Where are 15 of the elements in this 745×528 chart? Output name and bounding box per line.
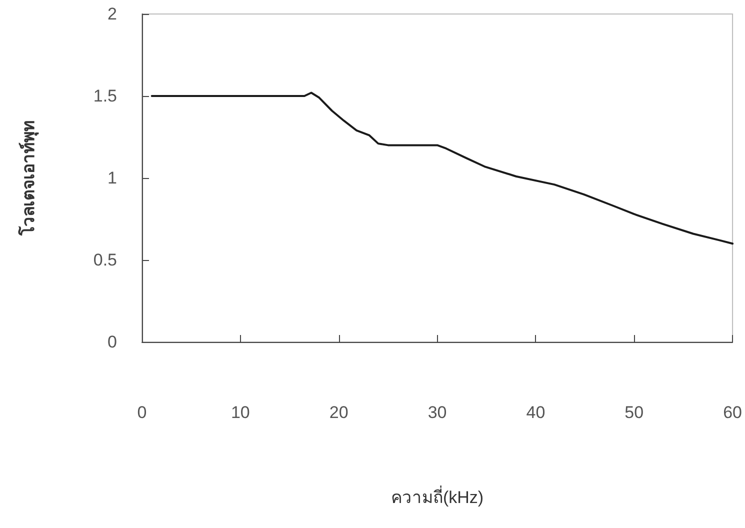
- y-tick-label: 2: [108, 4, 117, 24]
- x-tick-label: 20: [329, 403, 348, 422]
- y-tick-label: 1: [108, 168, 117, 188]
- x-axis-title: ความถี่(kHz): [390, 485, 484, 507]
- x-tick-label: 60: [723, 403, 742, 422]
- x-tick-label: 30: [428, 403, 447, 422]
- x-tick-label: 40: [526, 403, 546, 422]
- y-tick-label: 1.5: [93, 86, 117, 106]
- y-tick-label: 0.5: [93, 250, 117, 270]
- line-series: [150, 92, 734, 245]
- x-tick-label: 0: [137, 403, 147, 422]
- y-tick-label: 0: [108, 332, 117, 352]
- x-tick-label: 50: [624, 403, 644, 422]
- y-axis-title: โวลเตจเอาท์พุท: [18, 120, 39, 236]
- x-tick-label: 10: [230, 403, 250, 422]
